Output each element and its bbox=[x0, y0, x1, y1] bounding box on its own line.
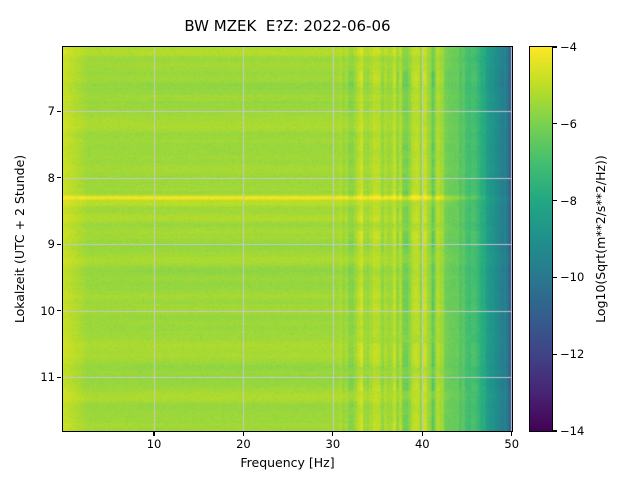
y-tick-label: 10 bbox=[40, 303, 55, 318]
colorbar-tick-label: −14 bbox=[560, 424, 585, 438]
y-tick-mark bbox=[57, 310, 61, 312]
y-tick-mark bbox=[57, 376, 61, 378]
y-tick-label: 8 bbox=[47, 170, 55, 185]
y-tick-mark bbox=[57, 177, 61, 179]
colorbar-tick-label: −10 bbox=[560, 270, 585, 285]
chart-title: BW MZEK E?Z: 2022-06-06 bbox=[184, 17, 391, 35]
spectrogram-heatmap bbox=[62, 46, 513, 432]
colorbar-tick-mark bbox=[553, 276, 557, 278]
x-tick-mark bbox=[242, 432, 245, 436]
colorbar-gradient bbox=[529, 46, 553, 432]
colorbar-tick-mark bbox=[553, 123, 557, 125]
x-tick-label: 30 bbox=[325, 437, 341, 451]
colorbar-tick-mark bbox=[553, 353, 557, 355]
colorbar-tick-mark bbox=[553, 46, 557, 48]
x-tick-mark bbox=[511, 432, 513, 436]
colorbar-tick-label: −4 bbox=[560, 40, 577, 54]
x-tick-label: 10 bbox=[146, 437, 162, 451]
x-tick-label: 50 bbox=[504, 437, 520, 451]
y-tick-mark bbox=[57, 243, 61, 245]
colorbar-tick-mark bbox=[553, 430, 557, 432]
x-tick-mark bbox=[421, 432, 423, 436]
colorbar-tick-label: −12 bbox=[560, 347, 585, 362]
y-tick-label: 7 bbox=[47, 104, 55, 119]
colorbar-label: Log10(Sqrt(m**2/s**2/Hz)) bbox=[593, 155, 608, 323]
x-tick-mark bbox=[153, 432, 155, 436]
y-tick-label: 11 bbox=[40, 370, 55, 385]
x-tick-label: 20 bbox=[236, 437, 251, 451]
x-tick-label: 40 bbox=[414, 437, 430, 451]
colorbar-tick-mark bbox=[553, 200, 557, 202]
y-tick-mark bbox=[57, 110, 61, 113]
x-tick-mark bbox=[332, 432, 334, 436]
colorbar-tick-label: −8 bbox=[560, 193, 577, 208]
x-axis-label: Frequency [Hz] bbox=[240, 455, 335, 470]
y-tick-label: 9 bbox=[47, 237, 55, 252]
colorbar-tick-label: −6 bbox=[560, 116, 577, 131]
